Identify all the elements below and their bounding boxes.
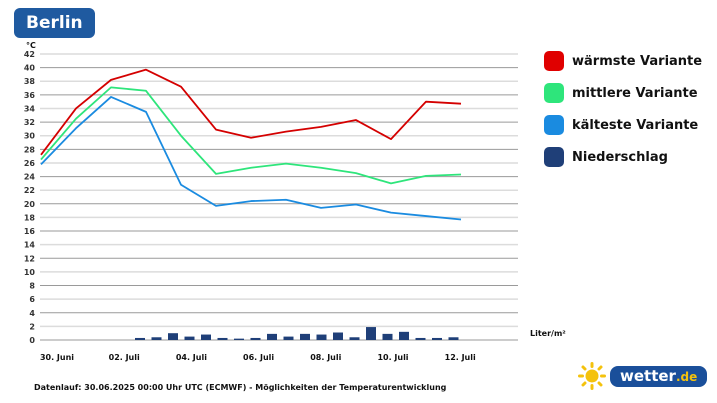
precip-bar [399,331,409,340]
data-run-footer: Datenlauf: 30.06.2025 00:00 Uhr UTC (ECM… [34,383,447,392]
logo-suffix: .de [675,369,698,384]
legend-precip: Niederschlag [544,147,668,167]
precip-bar [349,337,360,340]
legend-cold: kälteste Variante [544,115,698,135]
y-tick-label: 4 [29,309,35,318]
wetter-de-logo: wetter.de [578,362,708,390]
precip-bar [283,336,294,340]
y-tick-label: 2 [29,322,35,331]
logo-wordmark: wetter.de [610,365,708,387]
precip-bar [267,333,277,340]
y-tick-label: 34 [24,104,36,113]
cold-line [40,96,462,221]
y-tick-label: 14 [24,241,36,250]
precip-bar [333,332,343,340]
precip-unit-label: Liter/m² [530,329,566,338]
precip-bar [135,337,145,340]
y-tick-label: 12 [24,254,35,263]
precip-bar [184,336,195,340]
precip-bar [300,333,310,340]
x-tick-label: 06. Juli [243,353,274,362]
x-tick-label: 04. Juli [176,353,207,362]
legend-label-precip: Niederschlag [572,149,668,165]
x-tick-label: 08. Juli [310,353,341,362]
y-tick-label: 32 [24,118,35,127]
x-tick-label: 02. Juli [109,353,140,362]
y-axis-unit: °C [26,41,36,50]
legend-swatch-precip [544,147,564,167]
legend-mid: mittlere Variante [544,83,698,103]
x-tick-label: 30. Juni [40,353,74,362]
y-tick-label: 16 [24,227,36,236]
legend-swatch-mid [544,83,564,103]
y-tick-label: 26 [24,159,36,168]
y-tick-label: 6 [29,295,35,304]
y-tick-label: 24 [24,173,36,182]
precip-bar [250,337,261,340]
y-tick-label: 0 [29,336,35,345]
precip-bar [234,338,244,340]
legend-swatch-cold [544,115,564,135]
precip-bar [415,337,426,340]
legend-label-mid: mittlere Variante [572,85,698,101]
y-tick-label: 36 [24,91,36,100]
legend-label-cold: kälteste Variante [572,117,699,133]
warm-line [40,68,462,156]
y-tick-label: 40 [24,64,36,73]
legend-warm: wärmste Variante [544,51,702,71]
x-tick-label: 10. Juli [377,353,408,362]
logo-text: wetter [620,366,676,385]
precip-bar [168,333,178,340]
y-tick-label: 10 [24,268,36,277]
precip-bar [448,337,459,340]
y-tick-label: 18 [24,213,36,222]
y-tick-label: 28 [24,145,36,154]
legend-label-warm: wärmste Variante [572,53,703,69]
y-tick-label: 20 [24,200,36,209]
sun-icon [578,362,606,390]
y-tick-label: 42 [24,50,35,59]
precip-bar [366,327,376,340]
precip-bar [316,334,327,340]
y-tick-label: 8 [29,282,35,291]
x-tick-label: 12. Juli [445,353,476,362]
city-title: Berlin [14,8,95,38]
mid-line [40,86,462,185]
precip-bar [151,337,162,340]
precip-bar [382,333,393,340]
precip-bar [217,337,228,340]
y-tick-label: 30 [24,132,36,141]
legend-swatch-warm [544,51,564,71]
precip-bar [201,334,211,340]
y-tick-label: 38 [24,77,36,86]
precip-bar [432,337,442,340]
y-tick-label: 22 [24,186,35,195]
